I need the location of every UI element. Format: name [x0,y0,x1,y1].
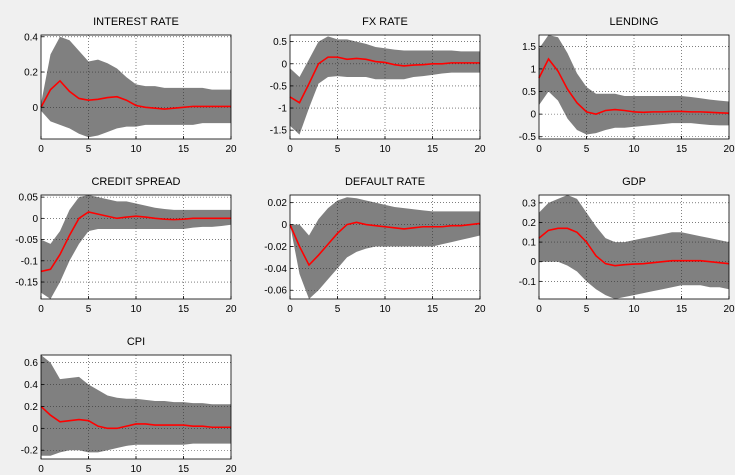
x-tick-label: 0 [38,304,44,315]
y-tick-label: 0.3 [522,198,536,209]
x-tick-label: 5 [335,304,341,315]
x-tick-label: 15 [427,144,439,155]
x-tick-label: 5 [86,464,92,475]
x-tick-label: 20 [225,464,237,475]
x-tick-label: 10 [628,304,640,315]
y-tick-label: -0.5 [519,132,537,143]
x-tick-label: 5 [584,304,590,315]
x-tick-label: 20 [225,304,237,315]
x-tick-label: 0 [38,144,44,155]
y-tick-label: -0.1 [519,277,537,288]
x-tick-label: 15 [178,304,190,315]
panel-fx-rate: 0 5 10 15 20 -1.5 -1 -0.5 0 0.5 FX RATE [270,16,486,155]
y-tick-label: 0.02 [268,198,288,209]
y-tick-label: 0.2 [24,68,38,79]
y-tick-label: 0 [530,110,536,121]
y-tick-label: 0.5 [273,37,287,48]
x-tick-label: 15 [178,464,190,475]
panel-credit-spread: 0 5 10 15 20 -0.15 -0.1 -0.05 0 0.05 CREDIT SPREAD [15,176,237,315]
y-tick-label: 0.4 [24,380,38,391]
y-tick-label: -0.05 [15,235,38,246]
x-tick-label: 15 [676,144,688,155]
y-tick-label: 1.5 [522,42,536,53]
median-line [289,56,480,104]
y-tick-label: 0.2 [522,218,536,229]
x-tick-label: 20 [225,144,237,155]
x-tick-label: 0 [287,144,293,155]
x-tick-label: 10 [379,304,391,315]
y-tick-label: -0.1 [21,256,39,267]
y-tick-label: -0.04 [264,264,287,275]
y-tick-label: -1.5 [270,126,288,137]
x-tick-label: 20 [474,304,486,315]
x-tick-label: 20 [723,304,735,315]
x-tick-label: 5 [86,304,92,315]
y-tick-label: 0.2 [24,402,38,413]
y-tick-label: 0.1 [522,238,536,249]
y-tick-label: 0 [32,103,38,114]
x-tick-label: 0 [287,304,293,315]
x-tick-label: 0 [38,464,44,475]
panel-title: DEFAULT RATE [345,176,425,188]
y-tick-label: -0.2 [21,446,39,457]
y-tick-label: -1 [278,104,287,115]
panel-gdp: 0 5 10 15 20 -0.1 0 0.1 0.2 0.3 GDP [519,176,735,315]
panel-title: CREDIT SPREAD [91,176,180,188]
y-tick-label: 0.6 [24,358,38,369]
x-tick-label: 15 [676,304,688,315]
panel-title: GDP [622,176,646,188]
y-tick-label: -0.02 [264,242,287,253]
x-tick-label: 20 [723,144,735,155]
y-tick-label: 0 [281,59,287,70]
panel-cpi: 0 5 10 15 20 -0.2 0 0.2 0.4 0.6 CPI [21,336,237,475]
panel-title: FX RATE [362,16,408,28]
median-line [538,57,730,115]
y-tick-label: 1 [530,64,536,75]
x-tick-label: 10 [130,464,142,475]
confidence-band [290,36,480,135]
x-tick-label: 15 [427,304,439,315]
x-tick-label: 10 [628,144,640,155]
panel-interest-rate: 0 5 10 15 20 0 0.2 0.4 INTEREST RATE [24,16,237,155]
y-tick-label: -0.5 [270,81,288,92]
y-tick-label: 0 [32,214,38,225]
x-tick-label: 0 [536,304,542,315]
median-line [538,227,730,267]
x-tick-label: 20 [474,144,486,155]
y-tick-label: 0.5 [522,87,536,98]
x-tick-label: 5 [584,144,590,155]
y-tick-label: 0 [281,220,287,231]
median-line [40,79,231,110]
median-line [289,221,481,267]
x-tick-label: 0 [536,144,542,155]
x-tick-label: 10 [130,304,142,315]
x-tick-label: 10 [130,144,142,155]
y-tick-label: -0.15 [15,278,38,289]
panel-default-rate: 0 5 10 15 20 -0.06 -0.04 -0.02 0 0.02 DEFAULT RATE [264,176,486,315]
x-tick-label: 5 [86,144,92,155]
confidence-band [41,195,231,299]
panel-title: CPI [127,336,145,348]
x-tick-label: 10 [379,144,391,155]
y-tick-label: 0.05 [19,193,39,204]
panel-title: INTEREST RATE [93,16,179,28]
y-tick-label: -0.06 [264,286,287,297]
x-tick-label: 15 [178,144,190,155]
panel-title: LENDING [610,16,659,28]
y-tick-label: 0 [530,257,536,268]
median-line [40,211,231,273]
confidence-band [539,35,729,135]
median-line [40,405,231,430]
y-tick-label: 0.4 [24,32,38,43]
x-tick-label: 5 [335,144,341,155]
y-tick-label: 0 [32,424,38,435]
